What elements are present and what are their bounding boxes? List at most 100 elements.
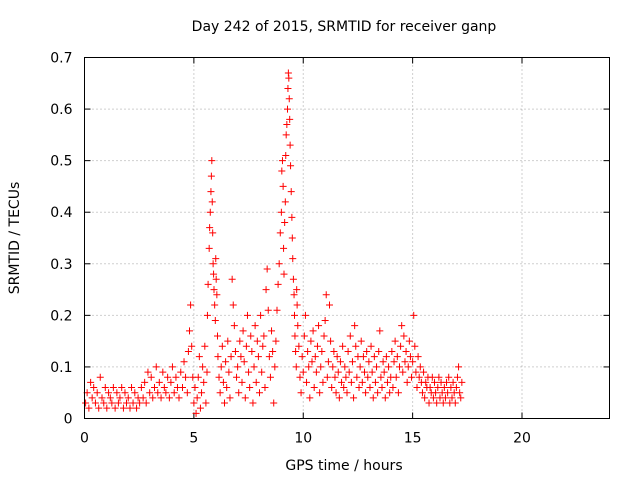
y-tick-label: 0.4 [50,205,72,221]
data-point [291,332,299,340]
data-point [226,394,234,402]
data-point [364,373,372,381]
data-point [212,255,220,263]
data-point [196,404,204,412]
data-point [439,399,447,407]
data-point [162,389,170,397]
data-point [381,394,389,402]
data-point [82,399,90,407]
data-point [131,389,139,397]
data-point [98,394,106,402]
data-point [383,378,391,386]
data-point [445,373,453,381]
data-point [377,373,385,381]
data-point [129,399,137,407]
data-point [411,342,419,350]
data-point [444,389,452,397]
data-point [412,368,420,376]
x-tick-label: 15 [404,431,422,447]
data-point [157,394,165,402]
data-point [213,291,221,299]
data-point [315,322,323,330]
data-point [141,378,149,386]
data-point [260,332,268,340]
data-point [203,368,211,376]
data-point [209,229,217,237]
data-point [401,358,409,366]
data-point [379,358,387,366]
data-point [369,394,377,402]
data-point [406,353,414,361]
data-point [217,363,225,371]
data-point [105,389,113,397]
data-point [88,394,96,402]
data-point [187,301,195,309]
data-point [390,358,398,366]
grid-lines [84,57,610,419]
data-point [91,399,99,407]
data-point [348,358,356,366]
data-point [128,384,136,392]
data-point [458,378,466,386]
chart-title: Day 242 of 2015, SRMTID for receiver gan… [192,19,497,35]
data-point [293,286,301,294]
data-point [208,198,216,206]
data-point [300,332,308,340]
data-point [357,337,365,345]
data-point [344,347,352,355]
data-point [256,389,263,397]
data-point [328,384,336,392]
data-point [182,373,190,381]
data-point [165,394,173,402]
data-point [321,317,329,325]
data-point [116,394,124,402]
data-point [219,378,227,386]
data-point [183,389,191,397]
data-point [353,373,361,381]
data-point [231,347,239,355]
data-point [216,389,224,397]
data-point [286,141,294,149]
data-point [167,378,175,386]
data-point [170,389,178,397]
data-point [386,389,394,397]
data-point [233,373,241,381]
data-point [441,394,449,402]
data-point [230,322,238,330]
data-point [284,84,292,92]
data-point [291,311,298,319]
data-point [284,105,291,113]
data-point [389,384,397,392]
data-point [258,368,266,376]
data-point [286,115,294,123]
data-point [254,353,262,361]
data-point [362,389,370,397]
data-point [146,389,154,397]
data-point [251,322,259,330]
data-point [212,275,220,283]
data-point [109,384,117,392]
data-point [352,342,360,350]
data-point [271,363,279,371]
data-point [361,368,368,376]
data-point [295,342,303,350]
y-axis-label: SRMTID / TECUs [7,182,23,295]
data-point [123,399,130,407]
data-point [311,353,319,361]
data-point [100,399,108,407]
data-point [179,384,186,392]
data-point [188,342,196,350]
data-point [234,363,242,371]
data-point [420,368,428,376]
data-point [238,378,246,386]
data-point [305,363,313,371]
data-point [317,363,325,371]
data-point [288,234,296,242]
data-point [283,121,291,129]
data-point [225,368,233,376]
x-tick-label: 20 [513,431,531,447]
data-point [245,368,253,376]
data-point [133,404,141,412]
data-point [324,358,332,366]
data-point [242,342,250,350]
